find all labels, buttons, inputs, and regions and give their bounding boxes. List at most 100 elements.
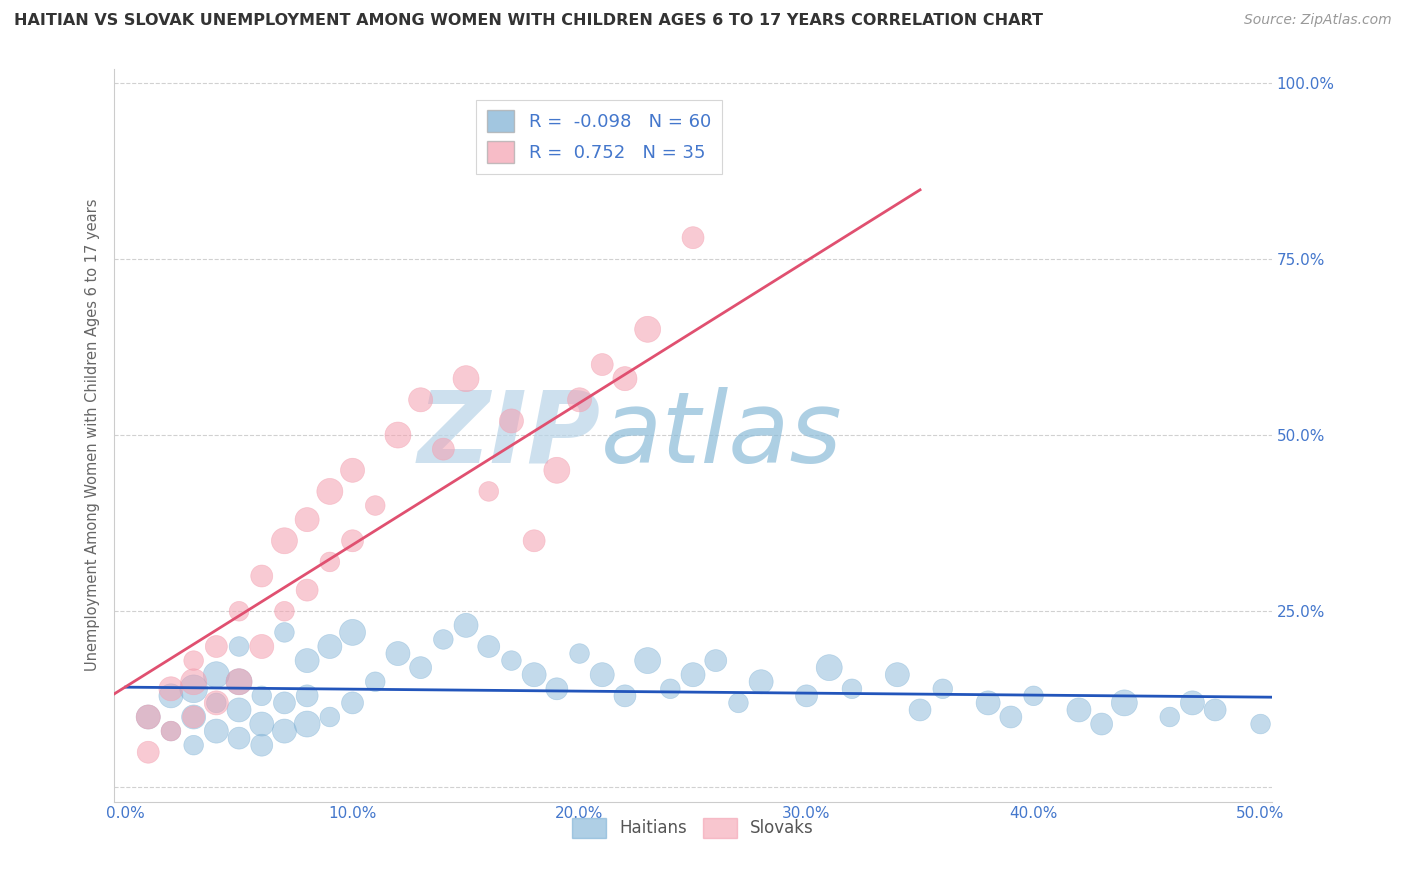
Point <box>250 738 273 752</box>
Point <box>160 724 183 739</box>
Point <box>228 640 250 654</box>
Point <box>273 625 295 640</box>
Point <box>432 442 454 457</box>
Point <box>591 667 613 681</box>
Point <box>932 681 955 696</box>
Point <box>319 710 342 724</box>
Point <box>613 372 636 386</box>
Point <box>136 710 159 724</box>
Point <box>273 533 295 548</box>
Point <box>183 738 205 752</box>
Point <box>183 710 205 724</box>
Point <box>727 696 749 710</box>
Point <box>454 372 477 386</box>
Point <box>409 392 432 407</box>
Point <box>295 583 318 598</box>
Point <box>228 703 250 717</box>
Point <box>228 604 250 618</box>
Point <box>250 717 273 731</box>
Point <box>205 696 228 710</box>
Point <box>682 667 704 681</box>
Point <box>342 533 364 548</box>
Y-axis label: Unemployment Among Women with Children Ages 6 to 17 years: Unemployment Among Women with Children A… <box>86 199 100 672</box>
Point <box>501 414 523 428</box>
Point <box>501 654 523 668</box>
Point <box>295 717 318 731</box>
Point <box>841 681 863 696</box>
Point <box>160 681 183 696</box>
Point <box>796 689 818 703</box>
Point <box>160 689 183 703</box>
Point <box>295 513 318 527</box>
Text: ZIP: ZIP <box>418 386 600 483</box>
Point <box>228 674 250 689</box>
Point <box>637 654 659 668</box>
Point <box>250 640 273 654</box>
Point <box>1159 710 1181 724</box>
Point <box>478 484 501 499</box>
Point <box>364 674 387 689</box>
Point <box>682 230 704 244</box>
Point <box>342 696 364 710</box>
Point <box>205 667 228 681</box>
Point <box>1067 703 1090 717</box>
Point <box>1022 689 1045 703</box>
Point <box>1091 717 1114 731</box>
Point <box>546 463 568 477</box>
Point <box>478 640 501 654</box>
Point <box>183 654 205 668</box>
Point <box>205 696 228 710</box>
Point <box>228 731 250 746</box>
Point <box>387 647 409 661</box>
Point <box>273 724 295 739</box>
Point <box>319 640 342 654</box>
Point <box>432 632 454 647</box>
Point <box>523 667 546 681</box>
Point <box>1250 717 1272 731</box>
Point <box>228 674 250 689</box>
Point <box>295 654 318 668</box>
Point <box>250 569 273 583</box>
Point <box>319 555 342 569</box>
Point <box>568 647 591 661</box>
Point <box>183 710 205 724</box>
Point <box>546 681 568 696</box>
Point <box>409 660 432 674</box>
Point <box>454 618 477 632</box>
Point <box>205 724 228 739</box>
Point <box>1204 703 1226 717</box>
Point <box>342 625 364 640</box>
Point <box>364 499 387 513</box>
Point <box>818 660 841 674</box>
Point <box>319 484 342 499</box>
Legend: Haitians, Slovaks: Haitians, Slovaks <box>565 811 821 845</box>
Point <box>295 689 318 703</box>
Point <box>183 674 205 689</box>
Point <box>387 428 409 442</box>
Point <box>704 654 727 668</box>
Point <box>1000 710 1022 724</box>
Point <box>1181 696 1204 710</box>
Point <box>160 724 183 739</box>
Point <box>342 463 364 477</box>
Point <box>1114 696 1136 710</box>
Text: atlas: atlas <box>600 386 842 483</box>
Point <box>749 674 772 689</box>
Point <box>523 533 546 548</box>
Point <box>659 681 682 696</box>
Point <box>637 322 659 336</box>
Point <box>977 696 1000 710</box>
Text: Source: ZipAtlas.com: Source: ZipAtlas.com <box>1244 13 1392 28</box>
Point <box>613 689 636 703</box>
Point <box>183 681 205 696</box>
Point <box>205 640 228 654</box>
Point <box>908 703 931 717</box>
Point <box>136 745 159 759</box>
Point <box>568 392 591 407</box>
Point <box>250 689 273 703</box>
Point <box>273 696 295 710</box>
Text: HAITIAN VS SLOVAK UNEMPLOYMENT AMONG WOMEN WITH CHILDREN AGES 6 TO 17 YEARS CORR: HAITIAN VS SLOVAK UNEMPLOYMENT AMONG WOM… <box>14 13 1043 29</box>
Point <box>886 667 908 681</box>
Point <box>136 710 159 724</box>
Point <box>591 358 613 372</box>
